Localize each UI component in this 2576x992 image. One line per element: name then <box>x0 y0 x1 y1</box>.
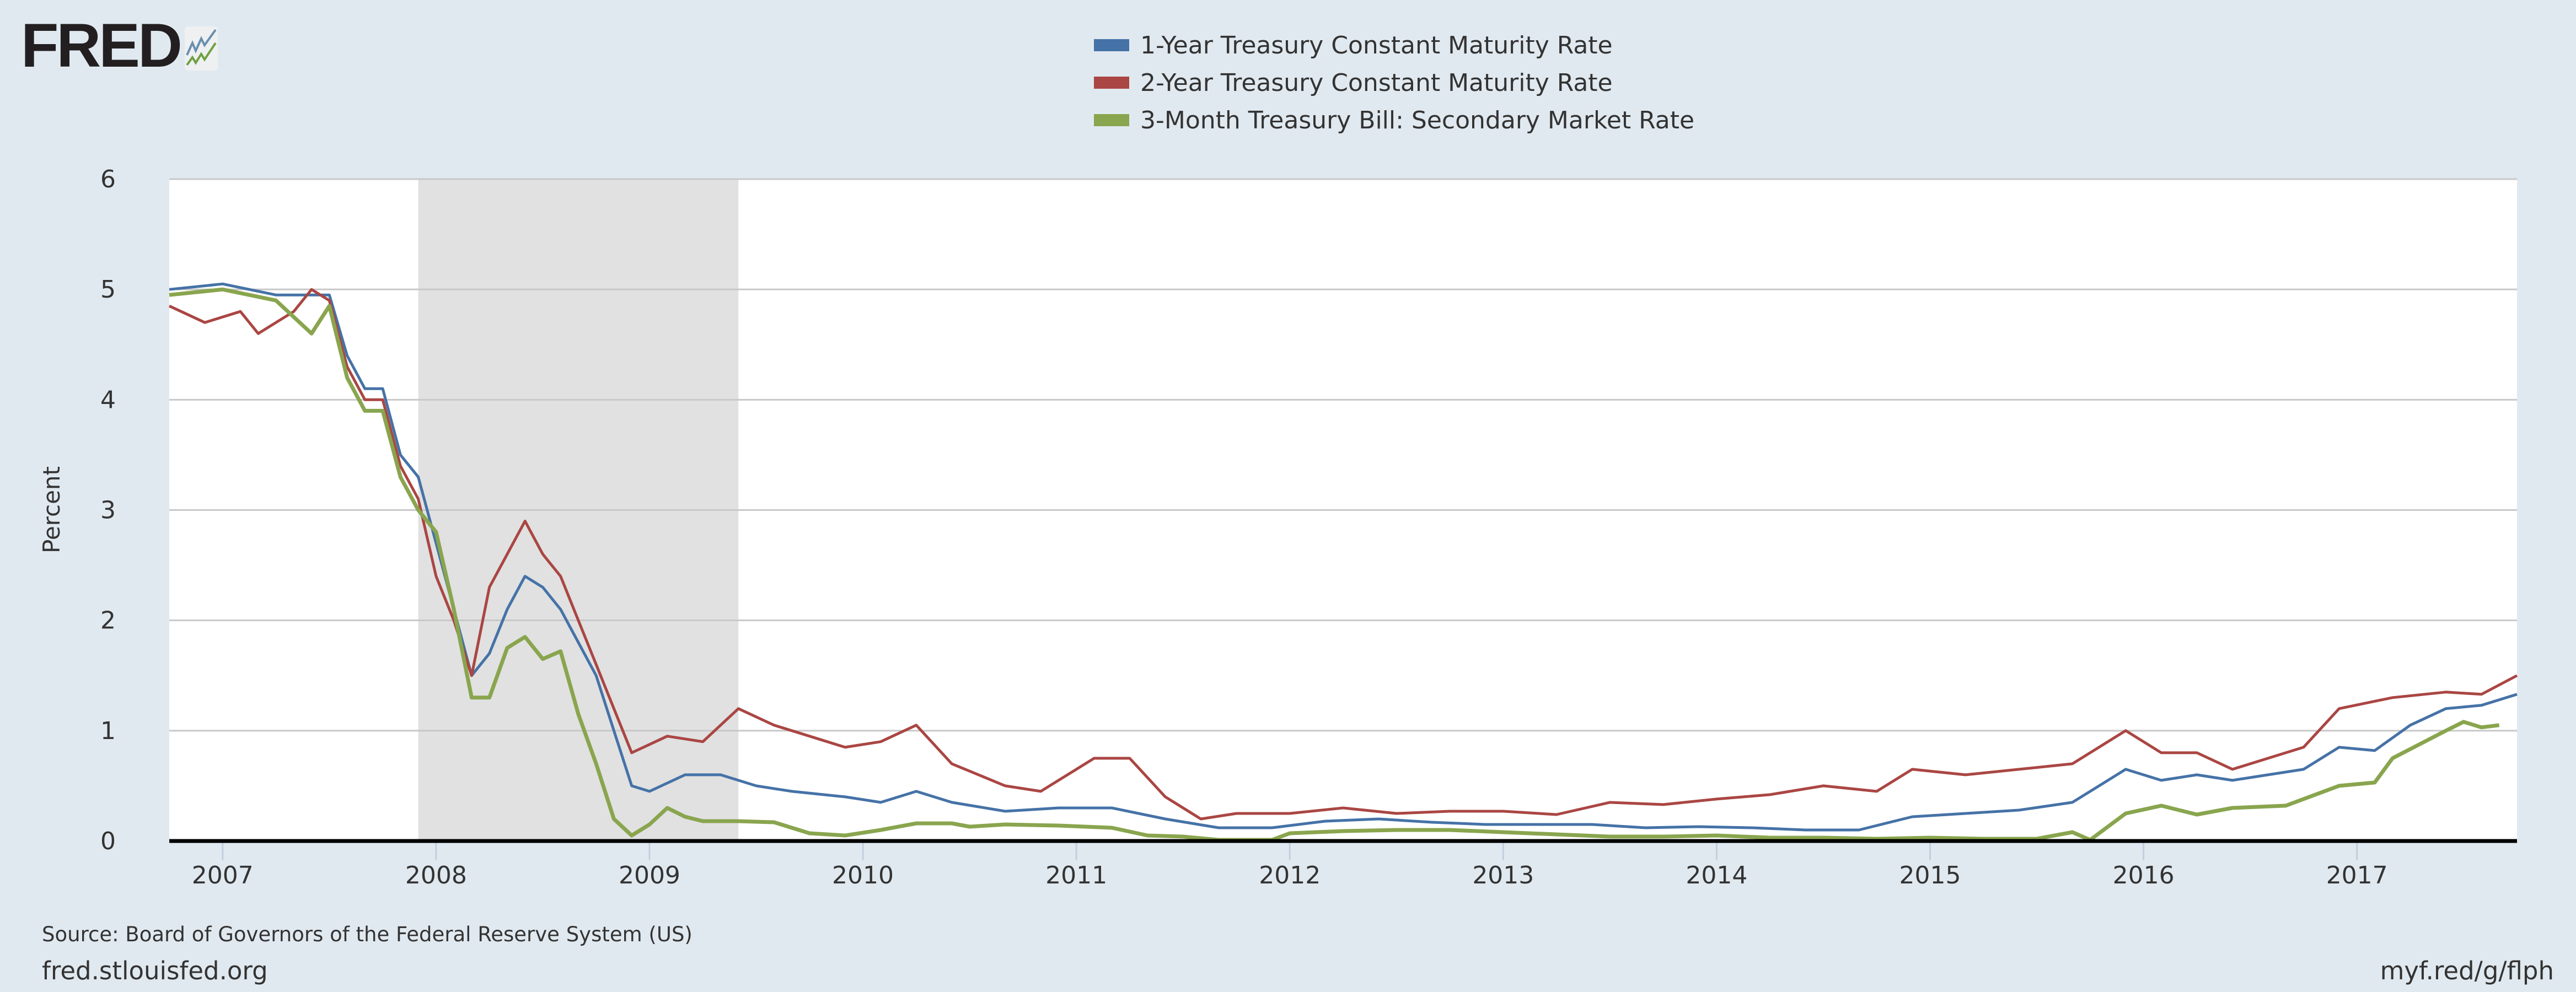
x-tick-label: 2007 <box>192 861 254 889</box>
x-tick-label: 2008 <box>405 861 467 889</box>
y-tick-label: 3 <box>100 497 116 525</box>
x-tick-label: 2009 <box>619 861 680 889</box>
legend: 1-Year Treasury Constant Maturity Rate 2… <box>1094 26 1694 139</box>
legend-item-2yr[interactable]: 2-Year Treasury Constant Maturity Rate <box>1094 64 1694 101</box>
x-tick-label: 2010 <box>832 861 894 889</box>
series-line-2 <box>168 288 2518 821</box>
legend-swatch <box>1094 114 1129 126</box>
x-tick-label: 2011 <box>1045 861 1107 889</box>
y-tick-label: 0 <box>100 827 116 855</box>
x-tick-label: 2012 <box>1259 861 1321 889</box>
y-tick-label: 5 <box>100 276 116 304</box>
legend-item-3mo[interactable]: 3-Month Treasury Bill: Secondary Market … <box>1094 101 1694 139</box>
x-tick-label: 2014 <box>1686 861 1747 889</box>
x-tick-label: 2017 <box>2326 861 2388 889</box>
y-tick-label: 6 <box>100 165 116 193</box>
fred-logo: FRED <box>21 11 218 80</box>
y-axis-label: Percent <box>38 466 65 553</box>
legend-label: 2-Year Treasury Constant Maturity Rate <box>1140 68 1613 97</box>
source-note: Source: Board of Governors of the Federa… <box>42 923 693 946</box>
x-tick-label: 2016 <box>2113 861 2175 889</box>
site-link[interactable]: fred.stlouisfed.org <box>42 956 268 985</box>
legend-item-1yr[interactable]: 1-Year Treasury Constant Maturity Rate <box>1094 26 1694 64</box>
legend-label: 3-Month Treasury Bill: Secondary Market … <box>1140 106 1695 134</box>
legend-swatch <box>1094 39 1129 51</box>
x-tick-label: 2013 <box>1472 861 1534 889</box>
x-tick-label: 2015 <box>1899 861 1961 889</box>
logo-chart-icon <box>184 26 218 71</box>
short-url-link[interactable]: myf.red/g/flph <box>2380 956 2554 985</box>
y-tick-label: 1 <box>100 717 116 745</box>
series-line-3 <box>169 287 2500 842</box>
y-tick-label: 2 <box>100 607 116 635</box>
logo-text: FRED <box>21 11 183 80</box>
y-tick-label: 4 <box>100 386 116 414</box>
legend-swatch <box>1094 77 1129 89</box>
legend-label: 1-Year Treasury Constant Maturity Rate <box>1140 31 1613 60</box>
